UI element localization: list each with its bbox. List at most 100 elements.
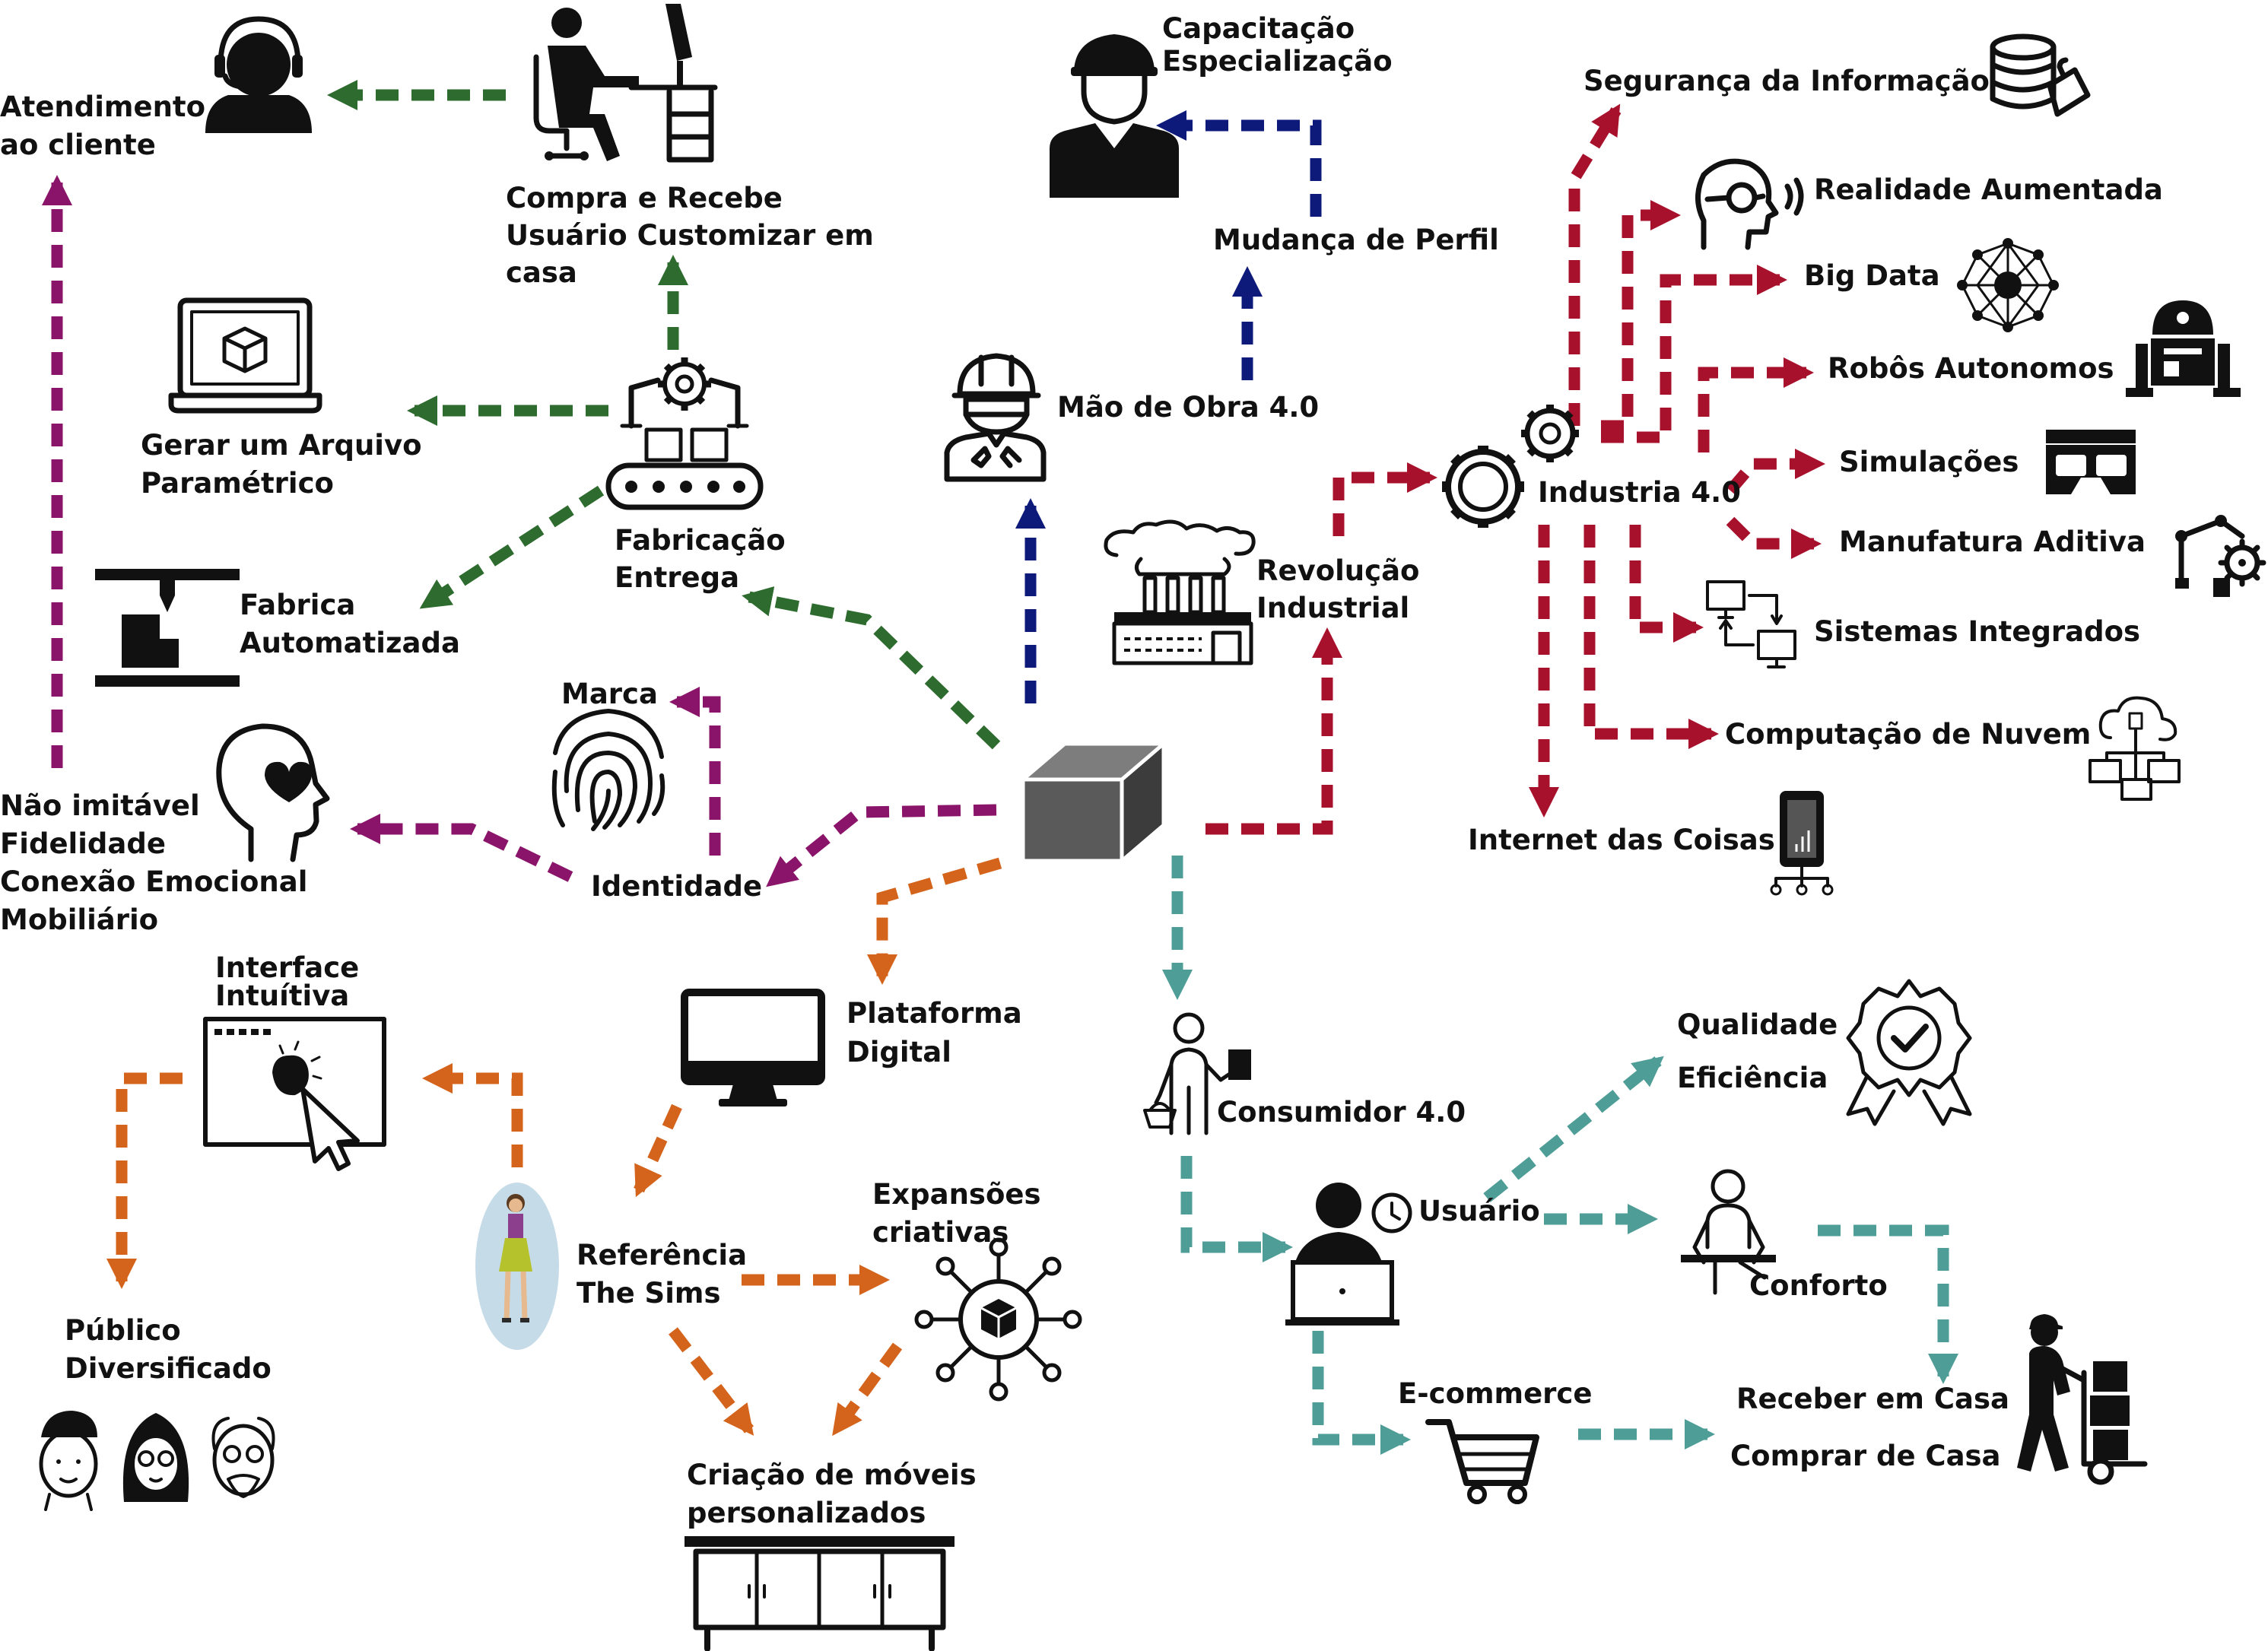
arrow-usuario-to-qualidade bbox=[1483, 1056, 1664, 1202]
diverse-people-icon bbox=[39, 1411, 275, 1511]
label-industria: Industria 4.0 bbox=[1538, 476, 1741, 509]
engineer-icon bbox=[1050, 34, 1179, 198]
label-seguranca: Segurança da Informação bbox=[1583, 65, 1990, 97]
label-fabrica: Fabrica Automatizada bbox=[240, 589, 460, 659]
conveyor-robots-icon bbox=[605, 357, 764, 510]
label-ecommerce: E-commerce bbox=[1398, 1377, 1592, 1410]
label-publico: Público Diversificado bbox=[65, 1314, 272, 1385]
big-data-network-icon bbox=[1957, 238, 2059, 332]
sims-character-image bbox=[475, 1183, 559, 1350]
arrow-mudanca-to-capacitacao bbox=[1156, 110, 1322, 217]
headset-agent-icon bbox=[205, 16, 312, 133]
arrow-revolucao-to-industria bbox=[1333, 462, 1437, 536]
arrow-industria-to-sistemas bbox=[1629, 525, 1704, 643]
arrow-industria-to-simulacoes bbox=[1726, 449, 1825, 494]
label-identidade: Identidade bbox=[591, 870, 762, 903]
label-nuvem: Computação de Nuvem bbox=[1725, 718, 2091, 751]
database-lock-icon bbox=[1990, 33, 2091, 117]
robot-icon bbox=[2126, 300, 2241, 397]
arrows-navy bbox=[1015, 110, 1322, 703]
arrow-center-to-plataforma bbox=[867, 857, 1002, 985]
label-usuario: Usuário bbox=[1418, 1195, 1540, 1227]
iot-device-icon bbox=[1770, 791, 1834, 896]
arrow-usuario-to-ecommerce bbox=[1312, 1331, 1411, 1455]
label-atendimento: Atendimento ao cliente bbox=[0, 90, 205, 161]
label-realidade: Realidade Aumentada bbox=[1814, 173, 2163, 206]
label-manufatura: Manufatura Aditiva bbox=[1839, 525, 2146, 558]
label-qualidade: Qualidade bbox=[1677, 1008, 1838, 1041]
desk-worker-icon bbox=[533, 4, 718, 163]
arrow-industria-to-robos bbox=[1698, 357, 1814, 452]
arrow-referencia-to-criacao bbox=[669, 1327, 754, 1436]
arrow-expansoes-to-criacao bbox=[831, 1342, 903, 1437]
worker-helmet-icon bbox=[944, 353, 1047, 482]
label-mudanca: Mudança de Perfil bbox=[1213, 224, 1499, 256]
arrow-industria-to-seguranca bbox=[1568, 103, 1622, 426]
consumer-basket-icon bbox=[1143, 1012, 1251, 1135]
cloud-computing-icon bbox=[2089, 696, 2181, 801]
label-maodeobra: Mão de Obra 4.0 bbox=[1057, 391, 1319, 424]
head-heart-icon bbox=[216, 723, 330, 862]
arrow-fabricacao-to-fabrica bbox=[419, 485, 605, 610]
network-cube-icon bbox=[914, 1237, 1082, 1402]
label-gerar: Gerar um Arquivo Paramétrico bbox=[141, 429, 422, 500]
label-expansoes: Expansões criativas bbox=[872, 1178, 1041, 1249]
arrow-interface-to-publico bbox=[106, 1072, 183, 1289]
label-simulacoes: Simulações bbox=[1839, 446, 2019, 478]
furniture-cabinet-icon bbox=[685, 1536, 955, 1651]
arrow-industria-to-manufatura bbox=[1726, 516, 1822, 559]
gears-icon bbox=[1442, 405, 1579, 528]
arrow-center-to-fabricacao bbox=[742, 586, 1001, 750]
label-revolucao: Revolução Industrial bbox=[1256, 554, 1419, 624]
user-laptop-icon bbox=[1285, 1183, 1412, 1326]
label-robos: Robôs Autonomos bbox=[1828, 352, 2114, 385]
label-sistemas: Sistemas Integrados bbox=[1814, 615, 2140, 648]
arrow-plataforma-to-referencia bbox=[634, 1103, 682, 1198]
label-eficiencia: Eficiência bbox=[1677, 1062, 1828, 1094]
boy-face-icon bbox=[39, 1411, 98, 1511]
comfort-person-icon bbox=[1681, 1169, 1776, 1295]
label-conforto: Conforto bbox=[1749, 1269, 1888, 1302]
label-fabricacao: Fabricação Entrega bbox=[615, 524, 786, 594]
3d-printer-icon bbox=[95, 569, 240, 687]
label-criacao: Criação de móveis personalizados bbox=[687, 1459, 977, 1529]
label-iot: Internet das Coisas bbox=[1468, 824, 1775, 856]
arrow-industria-to-realidade bbox=[1601, 200, 1681, 432]
robotic-arm-icon bbox=[2175, 515, 2266, 597]
arrow-referencia-to-interface bbox=[422, 1063, 523, 1167]
center-box-icon bbox=[1021, 741, 1166, 863]
arrow-center-to-identidade bbox=[766, 804, 997, 887]
label-consumidor: Consumidor 4.0 bbox=[1217, 1096, 1466, 1129]
fingerprint-icon bbox=[551, 708, 665, 831]
arrows-purple bbox=[42, 175, 997, 887]
quality-badge-icon bbox=[1846, 979, 1972, 1126]
arrow-identidade-to-naoimitavel bbox=[350, 814, 573, 882]
elder-face-icon bbox=[211, 1417, 275, 1498]
delivery-man-icon bbox=[2017, 1314, 2148, 1485]
vr-goggles-icon bbox=[2046, 430, 2136, 494]
label-capacitacao: Capacitação Especialização bbox=[1162, 12, 1393, 78]
arrow-consumidor-to-usuario bbox=[1180, 1156, 1293, 1262]
arrow-identidade-to-marca bbox=[669, 687, 721, 856]
label-marca: Marca bbox=[561, 678, 658, 710]
arrow-conforto-to-receber bbox=[1818, 1224, 1958, 1384]
arrows-teal bbox=[1162, 856, 1958, 1455]
label-receber: Receber em Casa bbox=[1736, 1383, 2009, 1415]
shopping-cart-icon bbox=[1425, 1419, 1539, 1504]
monitor-icon bbox=[681, 989, 825, 1106]
labels: Atendimento ao cliente Compra e Recebe Usu… bbox=[0, 12, 2163, 1529]
label-bigdata: Big Data bbox=[1804, 259, 1940, 292]
vr-head-icon bbox=[1695, 158, 1804, 250]
arrow-center-to-revolucao bbox=[1205, 627, 1342, 835]
label-interface: Interface Intuítiva bbox=[215, 951, 359, 1012]
woman-face-icon bbox=[122, 1413, 189, 1502]
interface-brain-cursor-icon bbox=[203, 1017, 386, 1171]
integrated-systems-icon bbox=[1706, 580, 1796, 668]
label-plataforma: Plataforma Digital bbox=[847, 997, 1022, 1068]
arrows-green bbox=[327, 80, 1001, 750]
label-comprar: Comprar de Casa bbox=[1730, 1440, 2001, 1472]
arrow-industria-to-nuvem bbox=[1583, 525, 1719, 749]
label-referencia: Referência The Sims bbox=[577, 1239, 747, 1310]
laptop-cube-icon bbox=[168, 297, 322, 414]
